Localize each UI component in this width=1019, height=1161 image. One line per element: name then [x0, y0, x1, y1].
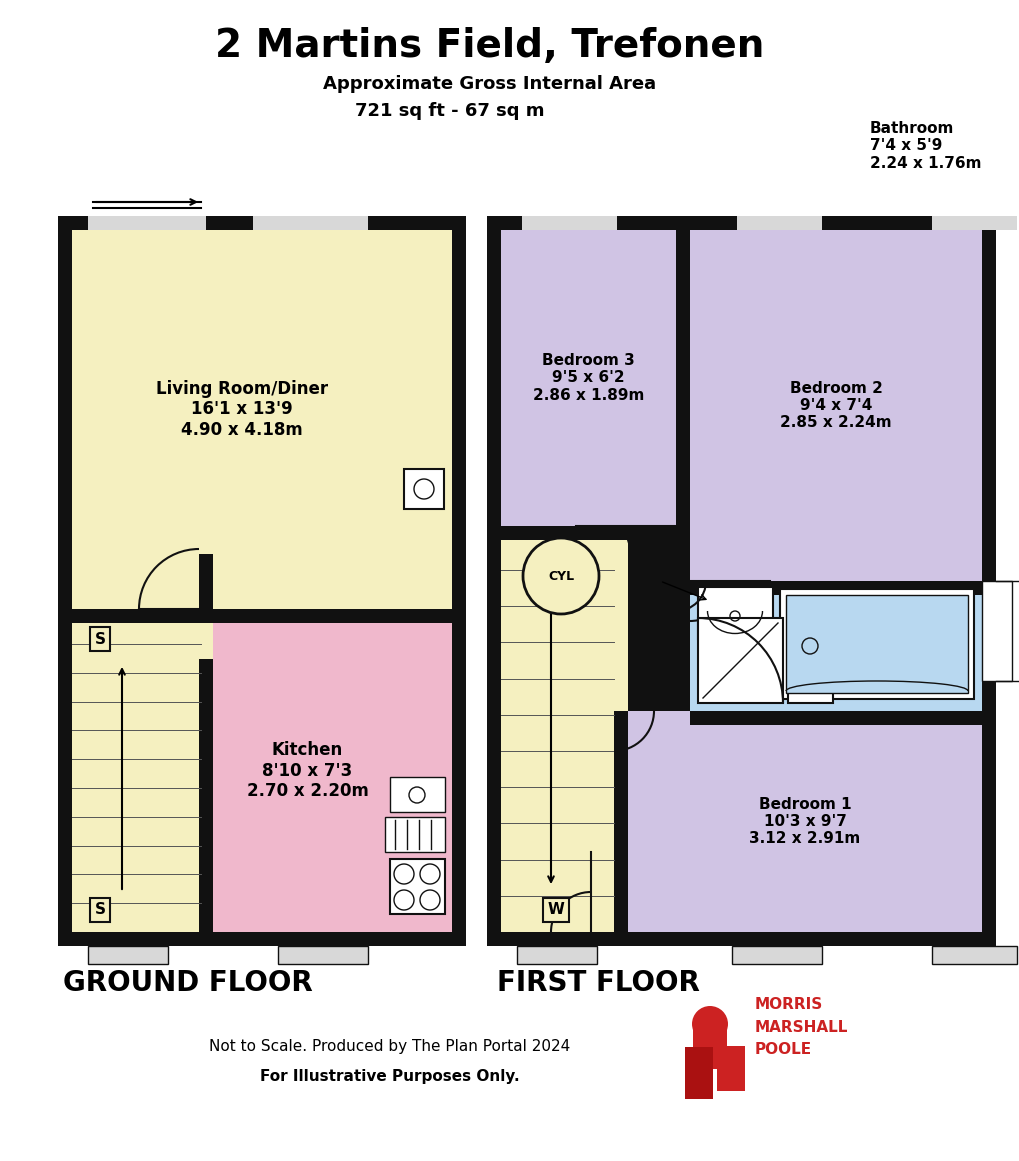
- Bar: [981, 216, 995, 946]
- Bar: [786, 594, 967, 693]
- Bar: [486, 216, 995, 230]
- Bar: [697, 618, 783, 704]
- Bar: [689, 711, 981, 724]
- Bar: [737, 216, 821, 230]
- Text: MORRIS
MARSHALL
POOLE: MORRIS MARSHALL POOLE: [754, 997, 848, 1057]
- Bar: [88, 216, 206, 230]
- Bar: [88, 946, 168, 964]
- Bar: [389, 859, 444, 914]
- Bar: [58, 216, 466, 230]
- Bar: [404, 469, 443, 509]
- Ellipse shape: [789, 621, 830, 671]
- Text: For Illustrative Purposes Only.: For Illustrative Purposes Only.: [260, 1068, 520, 1083]
- Circle shape: [691, 1005, 728, 1043]
- Bar: [500, 526, 628, 932]
- Bar: [931, 216, 1016, 230]
- Bar: [689, 580, 981, 711]
- Bar: [486, 932, 995, 946]
- Bar: [58, 932, 466, 946]
- Bar: [613, 711, 628, 932]
- Bar: [716, 1046, 744, 1091]
- Bar: [685, 1047, 712, 1099]
- Bar: [692, 1027, 727, 1069]
- Bar: [451, 216, 466, 946]
- Bar: [628, 711, 981, 932]
- Text: GROUND FLOOR: GROUND FLOOR: [63, 969, 313, 997]
- Bar: [788, 673, 833, 704]
- Bar: [981, 580, 1011, 682]
- Text: Bedroom 1
10'3 x 9'7
3.12 x 2.91m: Bedroom 1 10'3 x 9'7 3.12 x 2.91m: [749, 796, 860, 846]
- Text: 2 Martins Field, Trefonen: 2 Martins Field, Trefonen: [215, 27, 764, 65]
- Bar: [522, 216, 616, 230]
- Text: Living Room/Diner
16'1 x 13'9
4.90 x 4.18m: Living Room/Diner 16'1 x 13'9 4.90 x 4.1…: [156, 380, 328, 439]
- Text: CYL: CYL: [547, 570, 574, 583]
- Text: Approximate Gross Internal Area: Approximate Gross Internal Area: [323, 75, 656, 93]
- Bar: [72, 610, 215, 932]
- Text: Kitchen
8'10 x 7'3
2.70 x 2.20m: Kitchen 8'10 x 7'3 2.70 x 2.20m: [247, 741, 368, 800]
- Bar: [732, 946, 821, 964]
- Text: Not to Scale. Produced by The Plan Portal 2024: Not to Scale. Produced by The Plan Porta…: [209, 1038, 570, 1053]
- Bar: [780, 589, 973, 699]
- Bar: [72, 610, 215, 623]
- Bar: [389, 777, 444, 812]
- Bar: [676, 230, 689, 526]
- Bar: [213, 610, 451, 623]
- Bar: [199, 659, 213, 932]
- Bar: [517, 946, 596, 964]
- Bar: [278, 946, 368, 964]
- Bar: [676, 580, 689, 711]
- Bar: [689, 230, 981, 580]
- Bar: [500, 230, 689, 526]
- Text: 721 sq ft - 67 sq m: 721 sq ft - 67 sq m: [355, 102, 544, 120]
- Bar: [931, 946, 1016, 964]
- Circle shape: [523, 538, 598, 614]
- Bar: [58, 216, 72, 946]
- Bar: [486, 216, 500, 946]
- Bar: [253, 216, 368, 230]
- Text: S: S: [95, 632, 105, 647]
- Bar: [500, 526, 676, 540]
- Bar: [213, 610, 451, 932]
- Bar: [689, 580, 981, 594]
- Bar: [384, 817, 444, 852]
- Bar: [199, 554, 213, 610]
- Text: W: W: [547, 902, 564, 917]
- Text: Bedroom 2
9'4 x 7'4
2.85 x 2.24m: Bedroom 2 9'4 x 7'4 2.85 x 2.24m: [780, 381, 891, 431]
- Bar: [72, 230, 451, 610]
- Text: Bedroom 3
9'5 x 6'2
2.86 x 1.89m: Bedroom 3 9'5 x 6'2 2.86 x 1.89m: [532, 353, 644, 403]
- Text: FIRST FLOOR: FIRST FLOOR: [496, 969, 699, 997]
- Bar: [697, 587, 772, 639]
- Text: S: S: [95, 902, 105, 917]
- Bar: [486, 216, 995, 946]
- Bar: [58, 216, 466, 946]
- Text: Bathroom
7'4 x 5'9
2.24 x 1.76m: Bathroom 7'4 x 5'9 2.24 x 1.76m: [869, 121, 980, 171]
